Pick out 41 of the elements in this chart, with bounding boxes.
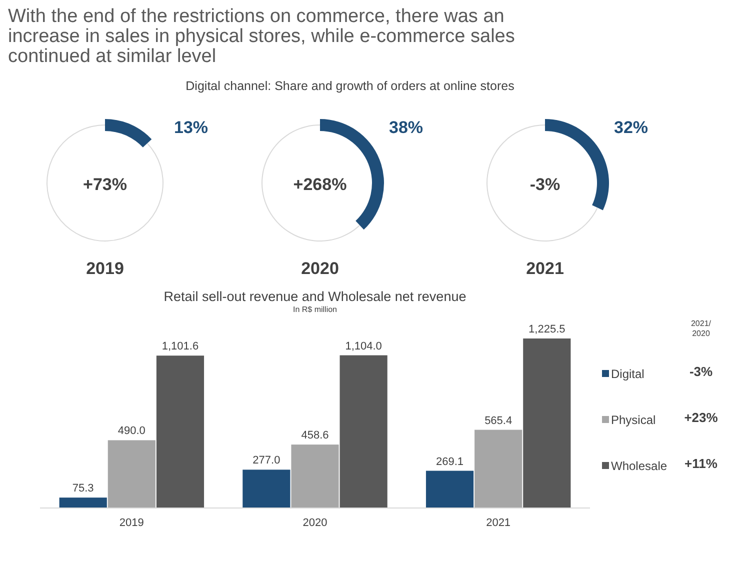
data-label: 1,104.0: [345, 340, 382, 352]
chart-subtitle: In R$ million: [292, 305, 338, 314]
data-label: 1,101.6: [162, 340, 199, 353]
data-label: 1,225.5: [528, 323, 566, 336]
legend-label: Physical: [611, 413, 656, 427]
bar: [59, 498, 107, 508]
legend-label: Wholesale: [611, 459, 668, 473]
x-tick-label: 2021: [486, 517, 511, 529]
bar: [242, 470, 290, 508]
data-label: 32%: [614, 118, 648, 137]
text: +73%: [83, 175, 127, 194]
chart-title: Retail sell-out revenue and Wholesale net revenue: [164, 289, 466, 304]
x-tick-label: 2019: [119, 517, 144, 529]
bar: [474, 430, 522, 508]
data-label: 490.0: [118, 425, 146, 438]
text: -3%: [530, 175, 560, 194]
text: +11%: [684, 456, 718, 471]
text: -3%: [689, 364, 713, 379]
bar: [426, 470, 474, 508]
text: 2021: [526, 259, 564, 278]
bar: [108, 440, 156, 508]
text: 2021/ 2020: [690, 319, 712, 338]
bar: [523, 338, 571, 508]
text: +268%: [293, 175, 347, 194]
data-label: 75.3: [72, 482, 94, 495]
text: With the end of the restrictions on commerce, there was an increase in sales in physical stores, while e-commerce sales continued at similar level: [8, 6, 515, 67]
text: 2019: [86, 259, 124, 278]
data-label: 38%: [388, 118, 424, 137]
text: Digital channel: Share and growth of orders at online stores: [186, 79, 514, 93]
data-label: 565.4: [484, 414, 512, 427]
data-label: 269.1: [436, 456, 464, 468]
bar: [340, 355, 388, 508]
text: +23%: [684, 410, 718, 425]
data-label: 458.6: [301, 430, 329, 442]
legend-label: Digital: [611, 367, 644, 381]
text: 2020: [301, 259, 339, 278]
bar: [156, 356, 204, 508]
data-label: 277.0: [252, 454, 280, 467]
bar: [291, 444, 339, 508]
data-label: 13%: [174, 118, 208, 137]
x-tick-label: 2020: [302, 517, 328, 529]
